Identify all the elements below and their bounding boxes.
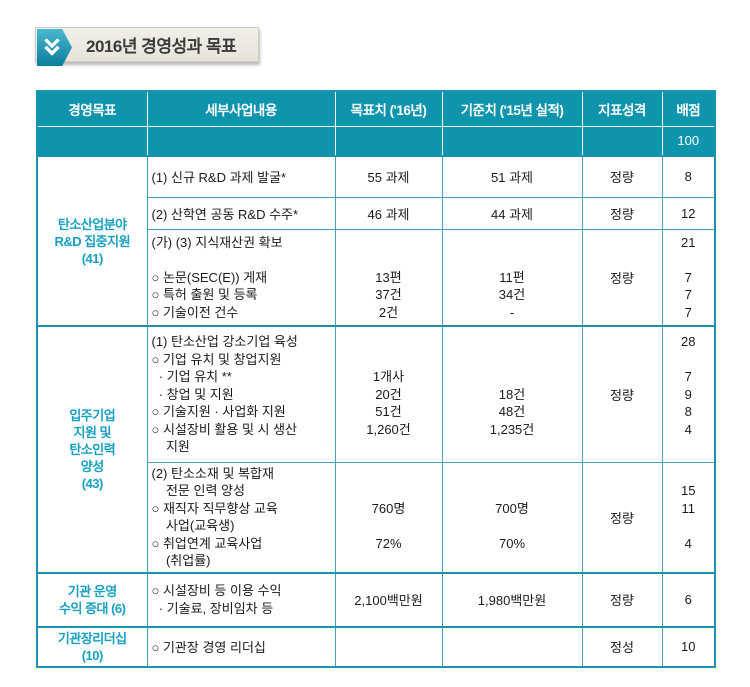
subheader-cell xyxy=(581,125,663,157)
detail-cell: ○ 시설장비 등 이용 수익 · 기술료, 장비임차 등 xyxy=(146,571,336,627)
table-row: (2) 산학연 공동 R&D 수주* 46 과제 44 과제 정량 12 xyxy=(37,196,716,230)
indicator-type-cell: 정성 xyxy=(581,625,663,667)
baseline-cell: 18건 48건 1,235건 xyxy=(441,325,583,463)
target-cell: 13편 37건 2건 xyxy=(334,228,443,327)
total-score-value: 100 xyxy=(661,125,716,157)
detail-cell: (2) 산학연 공동 R&D 수주* xyxy=(146,196,336,230)
indicator-type-cell: 정량 xyxy=(581,155,663,198)
indicator-type-cell: 정량 xyxy=(581,571,663,627)
section-label-tenant-support: 입주기업 지원 및 탄소인력 양성 (43) xyxy=(36,325,148,573)
table-row: (2) 탄소소재 및 복합재 전문 인력 양성 ○ 재직자 직무향상 교육 사업… xyxy=(37,461,716,573)
baseline-cell: 51 과제 xyxy=(441,155,583,198)
col-header-baseline: 기준치 ('15년 실적) xyxy=(441,91,583,127)
baseline-cell: 44 과제 xyxy=(441,196,583,230)
baseline-cell: 11편 34건 - xyxy=(441,228,583,327)
target-cell: 1개사 20건 51건 1,260건 xyxy=(334,325,443,463)
table-row: 탄소산업분야 R&D 집중지원 (41) (1) 신규 R&D 과제 발굴* 5… xyxy=(36,155,716,327)
indicator-type-cell: 정량 xyxy=(581,325,663,463)
indicator-type-cell: 정량 xyxy=(581,228,663,327)
points-cell: 15 11 4 xyxy=(661,461,716,573)
detail-cell: ○ 기관장 경영 리더십 xyxy=(146,625,336,667)
total-score-row: 100 xyxy=(36,125,716,157)
baseline-cell: 1,980백만원 xyxy=(441,571,583,627)
detail-cell: (2) 탄소소재 및 복합재 전문 인력 양성 ○ 재직자 직무향상 교육 사업… xyxy=(146,461,336,573)
performance-goals-table: 경영목표 세부사업내용 목표치 ('16년) 기준치 ('15년 실적) 지표성… xyxy=(36,90,716,668)
points-cell: 10 xyxy=(661,625,716,667)
detail-cell: (1) 탄소산업 강소기업 육성 ○ 기업 유치 및 창업지원 · 기업 유치 … xyxy=(146,325,336,463)
section-label-leadership: 기관장리더십 (10) xyxy=(36,625,148,667)
subheader-cell xyxy=(441,125,583,157)
double-chevron-down-icon xyxy=(37,29,72,66)
points-cell: 8 xyxy=(661,155,716,198)
baseline-cell xyxy=(441,625,583,667)
col-header-indicator-type: 지표성격 xyxy=(581,91,663,127)
points-cell: 21 7 7 7 xyxy=(661,228,716,327)
col-header-target: 목표치 ('16년) xyxy=(334,91,443,127)
points-cell: 6 xyxy=(661,571,716,627)
subheader-cell xyxy=(334,125,443,157)
target-cell xyxy=(334,625,443,667)
table-header-row: 경영목표 세부사업내용 목표치 ('16년) 기준치 ('15년 실적) 지표성… xyxy=(36,91,716,127)
section-label-revenue-increase: 기관 운영 수익 증대 (6) xyxy=(36,571,148,627)
table-row: 기관 운영 수익 증대 (6) ○ 시설장비 등 이용 수익 · 기술료, 장비… xyxy=(36,571,716,627)
target-cell: 2,100백만원 xyxy=(334,571,443,627)
page-title: 2016년 경영성과 목표 xyxy=(86,37,237,56)
col-header-detail: 세부사업내용 xyxy=(146,91,336,127)
section-label-rnd-support: 탄소산업분야 R&D 집중지원 (41) xyxy=(36,155,148,327)
indicator-type-cell: 정량 xyxy=(581,461,663,573)
subheader-cell xyxy=(36,125,148,157)
target-cell: 760명 72% xyxy=(334,461,443,573)
points-cell: 12 xyxy=(661,196,716,230)
target-cell: 55 과제 xyxy=(334,155,443,198)
detail-cell: (가) (3) 지식재산권 확보 ○ 논문(SEC(E)) 게재 ○ 특허 출원… xyxy=(146,228,336,327)
points-cell: 28 7 9 8 4 xyxy=(661,325,716,463)
indicator-type-cell: 정량 xyxy=(581,196,663,230)
target-cell: 46 과제 xyxy=(334,196,443,230)
subheader-cell xyxy=(146,125,336,157)
baseline-cell: 700명 70% xyxy=(441,461,583,573)
table-row: (가) (3) 지식재산권 확보 ○ 논문(SEC(E)) 게재 ○ 특허 출원… xyxy=(37,228,716,327)
table-row: 입주기업 지원 및 탄소인력 양성 (43) (1) 탄소산업 강소기업 육성 … xyxy=(36,325,716,573)
section-header-banner: 2016년 경영성과 목표 xyxy=(35,27,259,66)
detail-cell: (1) 신규 R&D 과제 발굴* xyxy=(146,155,336,198)
table-row: 기관장리더십 (10) ○ 기관장 경영 리더십 정성 10 xyxy=(36,625,716,667)
col-header-points: 배점 xyxy=(661,91,716,127)
col-header-goal: 경영목표 xyxy=(36,91,148,127)
